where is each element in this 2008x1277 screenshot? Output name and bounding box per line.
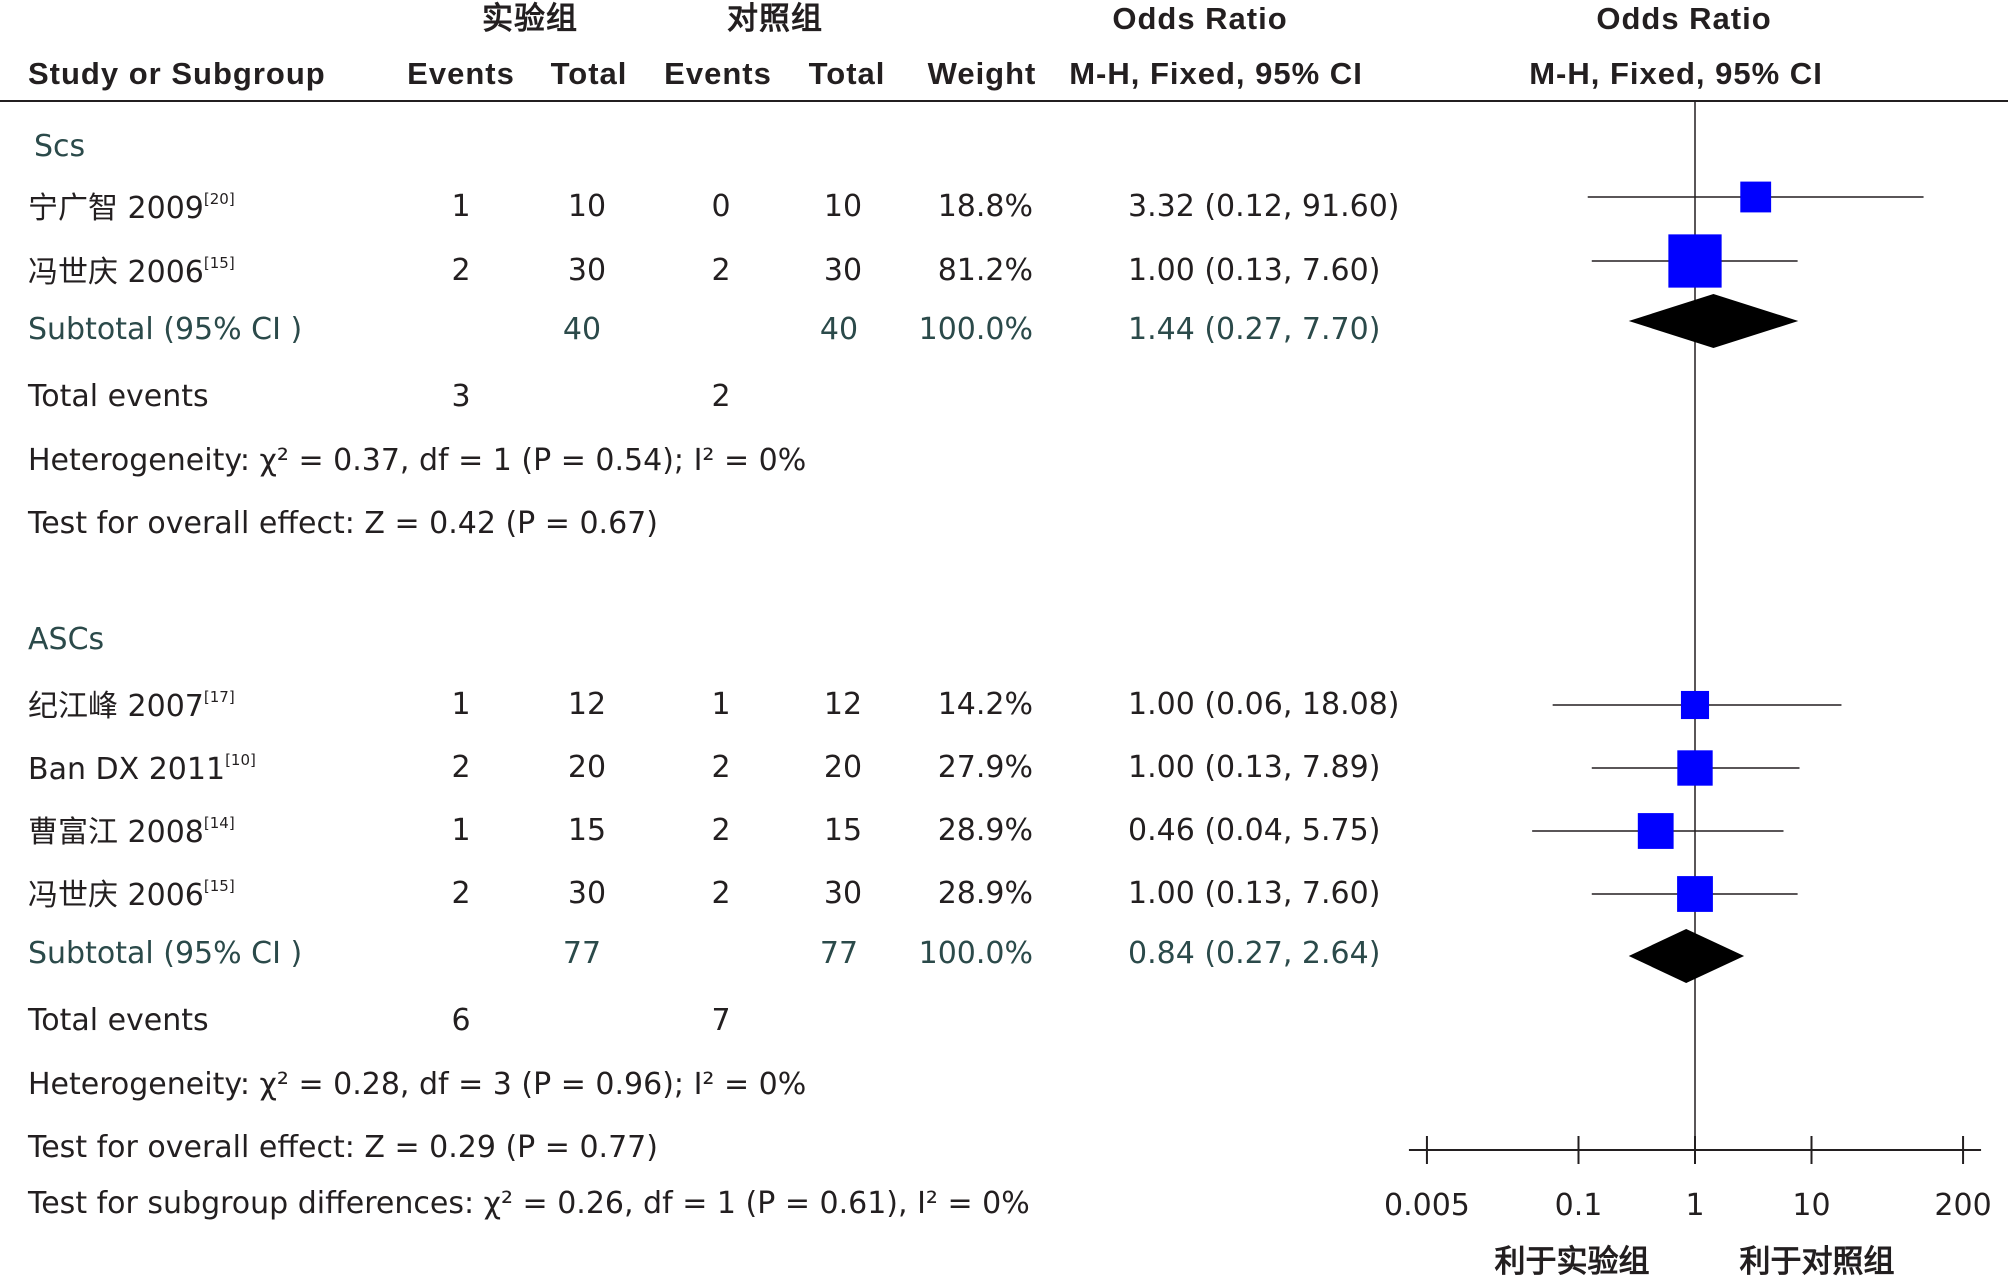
subtotal-diamond	[1628, 294, 1799, 348]
subtotal-ci-text: 0.84 (0.27, 2.64)	[1128, 936, 1381, 971]
exp-total: 12	[567, 687, 607, 722]
col-events-ctrl-header: Events	[664, 56, 772, 91]
odds-ratio-method: M-H, Fixed, 95% CI	[1069, 56, 1363, 91]
exp-events: 1	[451, 189, 471, 224]
ctrl-total: 30	[823, 253, 863, 288]
ctrl-events: 1	[711, 687, 731, 722]
study-square	[1677, 876, 1713, 912]
study-square	[1740, 181, 1772, 213]
total-events-ctrl: 2	[711, 379, 731, 414]
study-name: 冯世庆 2006[15]	[28, 254, 235, 290]
study-name: 纪江峰 2007[17]	[28, 688, 235, 724]
ctrl-events: 0	[711, 189, 731, 224]
subtotal-diamond	[1628, 929, 1745, 983]
plot-method: M-H, Fixed, 95% CI	[1529, 56, 1823, 91]
subtotal-ci-text: 1.44 (0.27, 7.70)	[1128, 312, 1381, 347]
exp-total: 15	[567, 813, 607, 848]
subgroup-label: ASCs	[28, 622, 105, 657]
weight: 18.8%	[937, 189, 1033, 224]
exp-events: 2	[451, 750, 471, 785]
total-events-label: Total events	[28, 1003, 209, 1038]
study-name: Ban DX 2011[10]	[28, 751, 256, 787]
subtotal-label: Subtotal (95% CI )	[28, 312, 303, 347]
favours-control-label: 利于对照组	[1740, 1244, 1895, 1277]
subtotal-label: Subtotal (95% CI )	[28, 936, 303, 971]
study-name: 宁广智 2009[20]	[28, 190, 235, 226]
ctrl-total: 12	[823, 687, 863, 722]
study-name: 冯世庆 2006[15]	[28, 877, 235, 913]
ctrl-total: 15	[823, 813, 863, 848]
exp-total: 30	[567, 253, 607, 288]
col-events-exp-header: Events	[407, 56, 515, 91]
x-tick-label: 1	[1685, 1188, 1704, 1223]
exp-total: 30	[567, 876, 607, 911]
subtotal-ctrl-total: 77	[819, 936, 859, 971]
x-tick-label: 0.1	[1555, 1188, 1603, 1223]
subtotal-exp-total: 77	[562, 936, 602, 971]
exp-total: 20	[567, 750, 607, 785]
weight: 28.9%	[937, 876, 1033, 911]
weight: 27.9%	[937, 750, 1033, 785]
weight: 28.9%	[937, 813, 1033, 848]
exp-events: 2	[451, 876, 471, 911]
exp-events: 2	[451, 253, 471, 288]
subgroup-differences-text: Test for subgroup differences: χ² = 0.26…	[28, 1186, 1030, 1221]
ctrl-events: 2	[711, 253, 731, 288]
x-tick-label: 10	[1792, 1188, 1830, 1223]
study-name: 曹富江 2008[14]	[28, 814, 235, 850]
subtotal-exp-total: 40	[562, 312, 602, 347]
ctrl-total: 20	[823, 750, 863, 785]
subgroup-label: Scs	[34, 129, 86, 164]
total-events-exp: 6	[451, 1003, 471, 1038]
weight: 14.2%	[937, 687, 1033, 722]
col-total-exp-header: Total	[550, 56, 628, 91]
subtotal-weight: 100.0%	[918, 312, 1033, 347]
plot-title: Odds Ratio	[1596, 1, 1772, 36]
group-header-experimental: 实验组	[482, 1, 578, 36]
favours-experimental-label: 利于实验组	[1495, 1244, 1650, 1277]
ctrl-events: 2	[711, 876, 731, 911]
subtotal-ctrl-total: 40	[819, 312, 859, 347]
ci-text: 1.00 (0.06, 18.08)	[1128, 687, 1400, 722]
col-weight-header: Weight	[927, 56, 1037, 91]
weight: 81.2%	[937, 253, 1033, 288]
ci-text: 1.00 (0.13, 7.60)	[1128, 876, 1381, 911]
study-square	[1668, 234, 1722, 288]
total-events-exp: 3	[451, 379, 471, 414]
ctrl-total: 30	[823, 876, 863, 911]
exp-events: 1	[451, 813, 471, 848]
overall-effect-text: Test for overall effect: Z = 0.29 (P = 0…	[28, 1130, 658, 1165]
col-total-ctrl-header: Total	[808, 56, 886, 91]
study-square	[1637, 813, 1674, 849]
total-events-label: Total events	[28, 379, 209, 414]
x-tick-label: 200	[1934, 1188, 1991, 1223]
ctrl-events: 2	[711, 813, 731, 848]
study-square	[1680, 690, 1710, 720]
exp-total: 10	[567, 189, 607, 224]
header-rule	[0, 100, 2008, 102]
heterogeneity-text: Heterogeneity: χ² = 0.37, df = 1 (P = 0.…	[28, 443, 807, 478]
heterogeneity-text: Heterogeneity: χ² = 0.28, df = 3 (P = 0.…	[28, 1067, 807, 1102]
x-tick-label: 0.005	[1384, 1188, 1470, 1223]
ci-text: 3.32 (0.12, 91.60)	[1128, 189, 1400, 224]
ci-text: 1.00 (0.13, 7.60)	[1128, 253, 1381, 288]
overall-effect-text: Test for overall effect: Z = 0.42 (P = 0…	[28, 506, 658, 541]
exp-events: 1	[451, 687, 471, 722]
col-study-header: Study or Subgroup	[28, 56, 326, 91]
subtotal-weight: 100.0%	[918, 936, 1033, 971]
ctrl-events: 2	[711, 750, 731, 785]
study-square	[1677, 750, 1713, 786]
ci-text: 0.46 (0.04, 5.75)	[1128, 813, 1381, 848]
ci-text: 1.00 (0.13, 7.89)	[1128, 750, 1381, 785]
total-events-ctrl: 7	[711, 1003, 731, 1038]
odds-ratio-title: Odds Ratio	[1112, 1, 1288, 36]
ctrl-total: 10	[823, 189, 863, 224]
group-header-control: 对照组	[727, 1, 823, 36]
